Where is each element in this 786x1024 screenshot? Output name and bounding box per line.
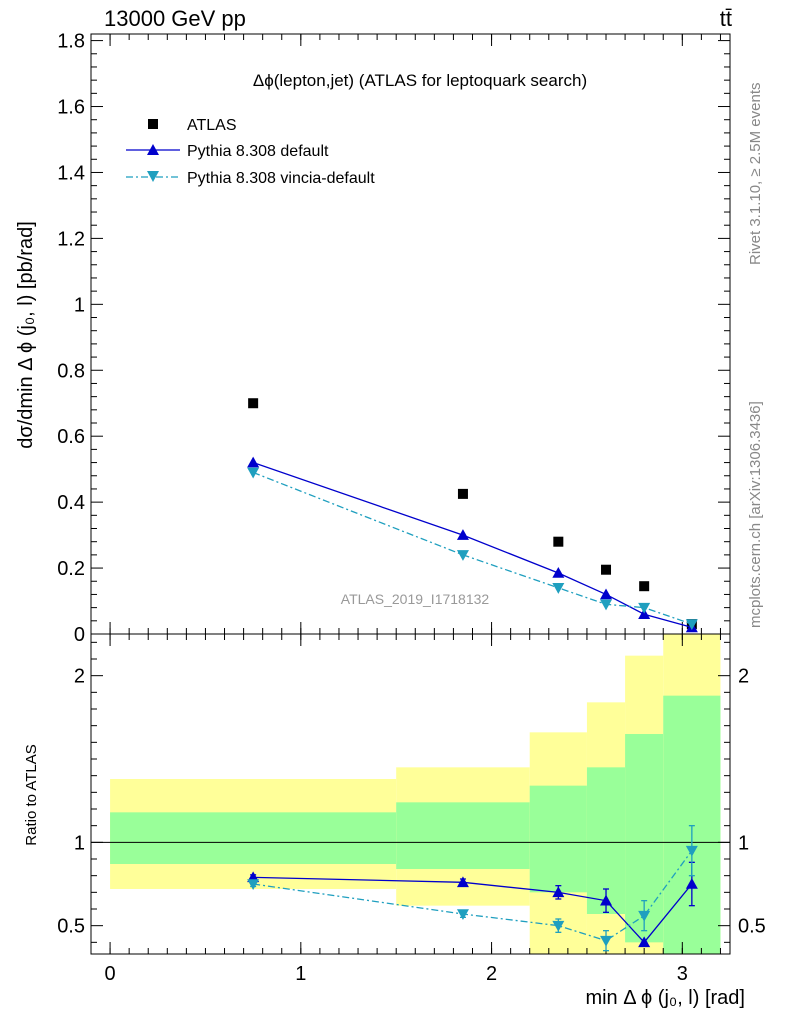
ratio-ytick-label-right: 0.5	[738, 916, 766, 938]
main-title: Δϕ(lepton,jet) (ATLAS for leptoquark sea…	[253, 71, 587, 90]
ratio-band-green	[110, 812, 397, 864]
ratio-ytick-label-left: 1	[74, 832, 85, 854]
main-point-1	[247, 456, 260, 468]
legend-label-default: Pythia 8.308 default	[187, 143, 329, 160]
ratio-xtick-label: 1	[295, 963, 306, 985]
ratio-frame	[90, 633, 731, 955]
ratio-xtick-label: 2	[486, 963, 497, 985]
main-ytick-label: 1.4	[57, 162, 85, 184]
main-point-2	[638, 602, 651, 614]
ratio-ytick-label-right: 1	[738, 832, 749, 854]
ratio-point-1	[456, 909, 469, 920]
ratio-point-0	[685, 878, 698, 889]
main-ytick-label: 1.6	[57, 97, 85, 119]
ratio-series	[247, 825, 698, 952]
ratio-xlabel: min Δ ϕ (j₀, l) [rad]	[585, 987, 745, 1009]
ratio-point-1	[247, 879, 260, 890]
main-point-1	[600, 588, 613, 600]
main-point-1	[456, 529, 469, 540]
ratio-series-line-0	[253, 876, 693, 944]
ratio-point-0	[638, 936, 651, 948]
ratio-ylabel: Ratio to ATLAS	[23, 744, 40, 845]
main-point-atlas	[248, 398, 259, 409]
main-ylabel: dσ/dmin Δ ϕ (j₀, l) [pb/rad]	[15, 221, 37, 449]
main-ytick-label: 1	[74, 294, 85, 316]
main-ytick-label: 1.2	[57, 228, 85, 250]
ratio-ytick-label-left: 0.5	[57, 916, 85, 938]
watermark: ATLAS_2019_I1718132	[341, 591, 490, 607]
legend-marker-default	[147, 144, 159, 155]
ratio-xtick-label: 3	[677, 963, 688, 985]
header-left-label: 13000 GeV pp	[104, 6, 246, 31]
ratio-band-green	[663, 695, 721, 954]
main-ticks: 0 0.2 0.4 0.6 0.8 1 1.2 1.4 1.6 1.8	[57, 31, 730, 646]
ratio-point-1	[600, 935, 613, 947]
rivet-label: Rivet 3.1.10, ≥ 2.5M events	[747, 83, 764, 266]
ratio-series-line-1	[253, 850, 693, 942]
ratio-ticks: 0.5 0.5 1 1 2 2 0 1 2 3	[57, 634, 766, 985]
main-series	[247, 398, 698, 633]
main-ytick-label: 0.2	[57, 558, 85, 580]
main-ytick-label: 1.8	[57, 31, 85, 53]
legend-marker-atlas	[148, 119, 158, 129]
main-ytick-label: 0.4	[57, 492, 85, 514]
legend-label-vincia: Pythia 8.308 vincia-default	[187, 170, 375, 187]
ratio-xtick-label: 0	[105, 963, 116, 985]
main-panel: Δϕ(lepton,jet) (ATLAS for leptoquark sea…	[15, 31, 731, 646]
main-point-atlas	[639, 581, 650, 592]
ratio-ytick-label-left: 2	[74, 666, 85, 688]
main-point-2	[247, 467, 260, 479]
ratio-point-0	[600, 894, 613, 906]
main-series-line-2	[252, 471, 693, 625]
main-point-2	[685, 619, 698, 631]
ratio-panel: 0.5 0.5 1 1 2 2 0 1 2 3 Ratio to ATLAS min Δ ϕ (j…	[23, 633, 766, 1009]
ratio-point-0	[552, 886, 565, 898]
main-ytick-label: 0	[74, 624, 85, 646]
ratio-point-0	[456, 876, 469, 888]
main-series-line-1	[252, 461, 693, 629]
ratio-point-1	[552, 920, 565, 932]
main-point-atlas	[457, 488, 468, 499]
legend: ATLAS Pythia 8.308 default Pythia 8.308 …	[126, 117, 375, 187]
ratio-bands	[91, 634, 730, 954]
main-point-2	[600, 599, 613, 611]
main-point-atlas	[553, 536, 564, 547]
ratio-ytick-label-right: 2	[738, 666, 749, 688]
main-point-2	[456, 550, 469, 561]
ratio-band-green	[529, 785, 587, 893]
legend-label-atlas: ATLAS	[187, 117, 237, 134]
main-point-2	[552, 583, 565, 594]
main-ytick-label: 0.8	[57, 360, 85, 382]
ratio-point-1	[638, 910, 651, 922]
ratio-point-1	[685, 845, 698, 857]
main-point-atlas	[601, 564, 612, 575]
main-ytick-label: 0.6	[57, 426, 85, 448]
ratio-band-green	[396, 802, 530, 869]
header-right-label: tt̄	[720, 6, 732, 31]
mcplots-label: mcplots.cern.ch [arXiv:1306.3436]	[747, 401, 764, 628]
legend-marker-vincia	[147, 171, 159, 182]
main-point-1	[552, 567, 565, 578]
